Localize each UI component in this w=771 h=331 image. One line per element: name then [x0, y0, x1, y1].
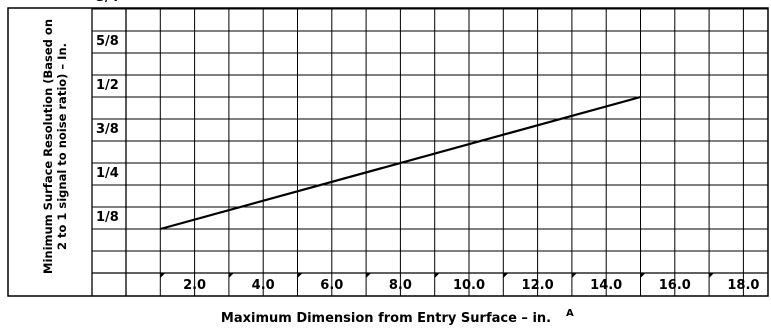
y-tick-label: 1/8 — [96, 210, 119, 225]
y-tick-label: 1/4 — [96, 166, 119, 181]
x-tick-label: 6.0 — [320, 278, 343, 293]
y-tick-label: 1/2 — [96, 78, 119, 93]
x-tick-marker — [297, 273, 303, 278]
x-tick-label: 16.0 — [659, 278, 691, 293]
x-axis-title-footnote: A — [566, 308, 574, 319]
x-tick-label: 4.0 — [252, 278, 275, 293]
x-tick-marker — [503, 273, 509, 278]
x-tick-label: 14.0 — [590, 278, 622, 293]
series — [160, 95, 641, 231]
y-tick-label: 5/8 — [96, 34, 119, 49]
series-line — [160, 95, 641, 231]
x-tick-marker — [160, 273, 166, 278]
x-tick-marker — [228, 273, 234, 278]
chart-border — [7, 7, 769, 297]
tick-labels: 1/8 1/4 3/8 1/2 5/8 3/4 2.0 4.0 6.0 8.0 10.0 12.0 14… — [96, 0, 759, 293]
x-tick-label: 18.0 — [727, 278, 759, 293]
x-tick-label: 2.0 — [183, 278, 206, 293]
x-tick-marker — [366, 273, 372, 278]
y-axis-title-line2: 2 to 1 signal to noise ratio) – In. — [55, 43, 69, 250]
grid — [7, 7, 769, 297]
x-tick-marker — [434, 273, 440, 278]
x-tick-label: 10.0 — [453, 278, 485, 293]
y-tick-label: 3/4 — [96, 0, 119, 5]
x-tick-marker — [640, 273, 646, 278]
x-tick-marker — [709, 273, 715, 278]
x-tick-label: 12.0 — [522, 278, 554, 293]
y-axis-title-line1: Minimum Surface Resolution (Based on — [41, 19, 55, 274]
x-tick-label: 8.0 — [389, 278, 412, 293]
x-tick-marker — [571, 273, 577, 278]
y-tick-label: 3/8 — [96, 122, 119, 137]
x-axis-title: Maximum Dimension from Entry Surface – i… — [221, 311, 551, 326]
